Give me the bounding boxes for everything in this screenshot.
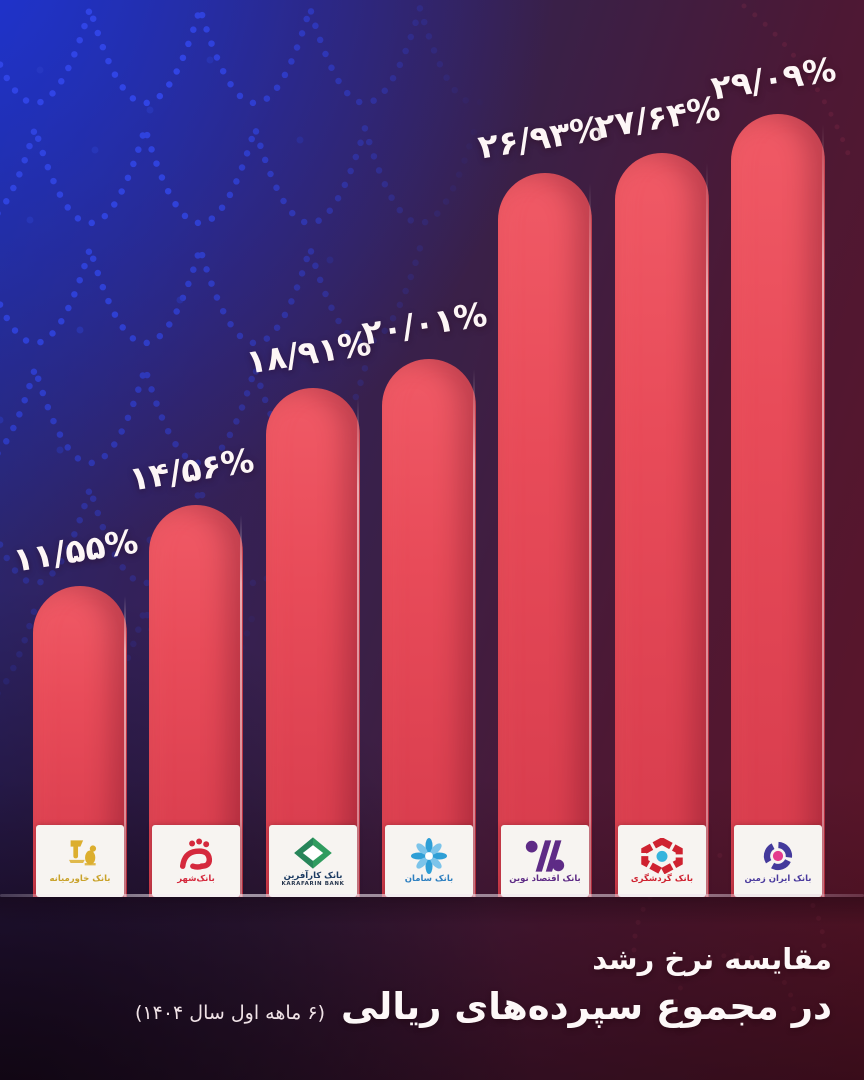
bank-name-label: بانک ایران زمین — [744, 874, 812, 885]
bank-name-label: بانک‌شهر — [177, 874, 215, 885]
chart-title-block: مقایسه نرخ رشد در مجموع سپرده‌های ریالی … — [135, 942, 832, 1028]
bank-name-label: بانک خاورمیانه — [49, 874, 111, 885]
bank-logo-icon — [172, 838, 220, 874]
bar-value-label: ۱۴/۵۶% — [126, 440, 257, 499]
bank-name-en-label: KARAFARIN BANK — [281, 881, 345, 888]
bank-logo-box: بانک خاورمیانه — [36, 825, 124, 897]
growth-rate-bar — [266, 388, 360, 897]
bar-value-label: ۱۱/۵۵% — [10, 521, 141, 580]
bank-logo-icon — [405, 838, 453, 874]
growth-rate-bar — [615, 153, 709, 897]
growth-rate-bar — [731, 114, 825, 897]
bank-logo-icon — [289, 835, 337, 871]
bank-logo-box: بانک سامان — [385, 825, 473, 897]
chart-subtitle: در مجموع سپرده‌های ریالی — [341, 985, 832, 1028]
chart-title: مقایسه نرخ رشد — [592, 942, 832, 976]
bank-name-label: بانک اقتصاد نوین — [509, 874, 581, 885]
bank-logo-icon — [56, 838, 104, 874]
bank-logo-box: بانک کارآفرین KARAFARIN BANK — [269, 825, 357, 897]
baseline-divider — [0, 894, 864, 897]
growth-rate-bar — [498, 173, 592, 897]
bank-name-label: بانک گردشگری — [630, 874, 694, 885]
bank-name-label: بانک سامان — [404, 874, 454, 885]
bar-value-label: ۲۹/۰۹% — [708, 49, 839, 108]
bar-value-label: ۲۰/۰۱% — [359, 294, 490, 353]
baseline-shadow — [0, 897, 864, 925]
growth-rate-bar — [382, 359, 476, 897]
bank-logo-icon — [521, 838, 569, 874]
bank-logo-box: بانک گردشگری — [618, 825, 706, 897]
bank-logo-icon — [754, 838, 802, 874]
bank-logo-box: بانک اقتصاد نوین — [501, 825, 589, 897]
bank-logo-box: بانک‌شهر — [152, 825, 240, 897]
bank-logo-box: بانک ایران زمین — [734, 825, 822, 897]
bank-logo-icon — [638, 838, 686, 874]
chart-period-note: (۶ ماهه اول سال ۱۴۰۴) — [135, 1002, 325, 1024]
bank-name-label: بانک کارآفرین — [283, 870, 343, 881]
